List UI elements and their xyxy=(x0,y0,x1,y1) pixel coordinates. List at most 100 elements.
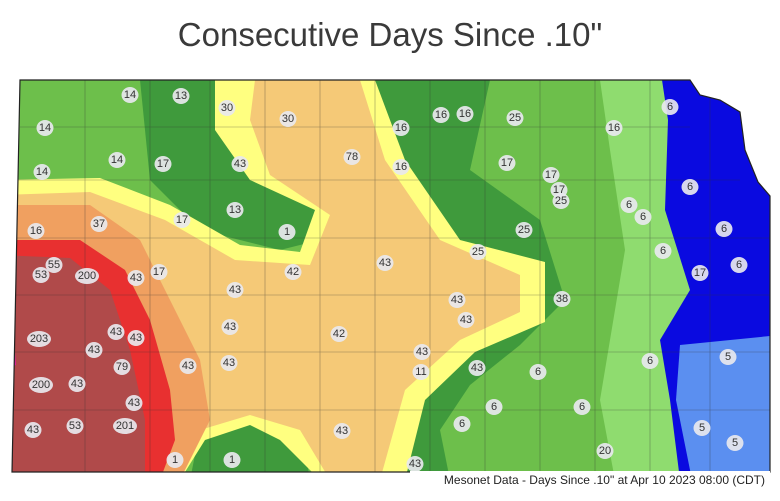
station-marker xyxy=(485,399,503,415)
station: 13 xyxy=(226,202,244,218)
station: 14 xyxy=(33,164,51,180)
station: 43 xyxy=(457,312,475,328)
station: 25 xyxy=(552,193,570,209)
map-title: Consecutive Days Since .10" xyxy=(178,16,602,53)
station: 201 xyxy=(113,418,137,434)
station: 79 xyxy=(113,359,131,375)
station-value: 43 xyxy=(336,425,348,437)
station-value: 6 xyxy=(647,355,653,367)
station-value: 25 xyxy=(472,246,484,258)
station: 5 xyxy=(693,420,711,436)
station-marker xyxy=(691,265,709,281)
station: 43 xyxy=(68,376,86,392)
station-value: 43 xyxy=(130,332,142,344)
footer-text: Mesonet Data - Days Since .10" at Apr 10… xyxy=(444,473,765,487)
station-marker xyxy=(172,88,190,104)
station-marker xyxy=(392,120,410,136)
station: 42 xyxy=(330,326,348,342)
station-marker xyxy=(432,107,450,123)
station-marker xyxy=(552,193,570,209)
station: 17 xyxy=(150,264,168,280)
station-value: 6 xyxy=(535,366,541,378)
station-marker xyxy=(27,223,45,239)
station-value: 43 xyxy=(451,294,463,306)
station: 11 xyxy=(412,364,430,380)
station-marker xyxy=(107,324,125,340)
station: 43 xyxy=(406,456,424,472)
station-marker xyxy=(127,270,145,286)
station: 6 xyxy=(453,416,471,432)
station-marker xyxy=(121,87,139,103)
station-value: 16 xyxy=(30,225,42,237)
station-marker xyxy=(75,268,99,284)
station-value: 11 xyxy=(415,366,426,378)
station-marker xyxy=(32,267,50,283)
station-value: 25 xyxy=(555,195,567,207)
station-value: 42 xyxy=(333,328,345,340)
station-value: 17 xyxy=(545,169,557,181)
footer-box xyxy=(410,471,770,493)
station: 43 xyxy=(125,395,143,411)
station-value: 16 xyxy=(395,161,407,173)
station-value: 43 xyxy=(409,458,421,470)
station-value: 13 xyxy=(229,204,241,216)
station-marker xyxy=(681,179,699,195)
station-value: 5 xyxy=(732,437,738,449)
station-value: 78 xyxy=(346,151,358,163)
station-value: 17 xyxy=(501,157,513,169)
station-value: 14 xyxy=(124,89,136,101)
station-value: 43 xyxy=(379,257,391,269)
station-marker xyxy=(66,418,84,434)
station: 53 xyxy=(66,418,84,434)
station: 43 xyxy=(127,330,145,346)
station-marker xyxy=(33,164,51,180)
station-value: 17 xyxy=(157,158,169,170)
station: 43 xyxy=(448,292,466,308)
station: 17 xyxy=(498,155,516,171)
station-value: 203 xyxy=(30,333,48,345)
station-marker xyxy=(661,99,679,115)
station-value: 201 xyxy=(116,420,134,432)
station-value: 43 xyxy=(234,158,246,170)
station-value: 20 xyxy=(599,445,611,457)
station: 25 xyxy=(515,222,533,238)
station: 6 xyxy=(681,179,699,195)
station: 6 xyxy=(634,209,652,225)
station-value: 43 xyxy=(27,424,39,436)
station: 17 xyxy=(173,212,191,228)
station: 43 xyxy=(468,360,486,376)
station-marker xyxy=(392,159,410,175)
station-marker xyxy=(453,416,471,432)
station-value: 43 xyxy=(416,346,428,358)
station: 55 xyxy=(45,257,63,273)
station: 6 xyxy=(654,243,672,259)
station: 43 xyxy=(226,282,244,298)
station: 20 xyxy=(596,443,614,459)
station-value: 14 xyxy=(36,166,48,178)
station-marker xyxy=(406,456,424,472)
station: 43 xyxy=(85,342,103,358)
station-marker xyxy=(173,212,191,228)
station: 17 xyxy=(691,265,709,281)
station-marker xyxy=(125,395,143,411)
station-marker xyxy=(506,110,524,126)
station-marker xyxy=(108,152,126,168)
station-marker xyxy=(218,100,236,116)
station: 6 xyxy=(485,399,503,415)
station-value: 6 xyxy=(660,245,666,257)
station-marker xyxy=(166,452,184,468)
station-marker xyxy=(85,342,103,358)
station-marker xyxy=(730,257,748,273)
station-value: 16 xyxy=(608,122,620,134)
station: 5 xyxy=(719,349,737,365)
station-value: 53 xyxy=(35,269,47,281)
station-marker xyxy=(719,349,737,365)
station-marker xyxy=(376,255,394,271)
station: 25 xyxy=(469,244,487,260)
station-marker xyxy=(179,358,197,374)
station-value: 55 xyxy=(48,259,60,271)
station: 200 xyxy=(29,377,53,393)
station-value: 13 xyxy=(175,90,187,102)
station: 16 xyxy=(392,159,410,175)
